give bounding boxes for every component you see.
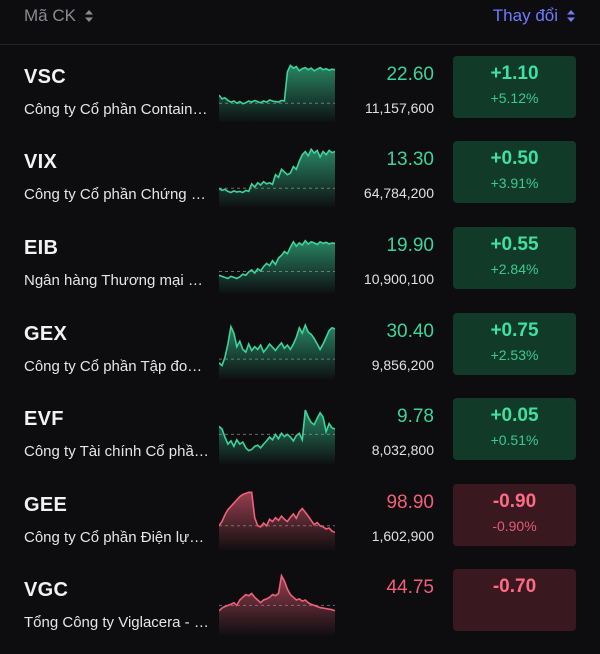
sort-change-button[interactable]: Thay đổi xyxy=(493,6,576,26)
stock-row[interactable]: GEE Công ty Cổ phần Điện lực Gelex 98.90… xyxy=(0,484,600,569)
company-name: Công ty Cổ phần Tập đoàn GELEX xyxy=(24,358,210,375)
sort-icon xyxy=(84,10,93,22)
last-price: 19.90 xyxy=(386,235,434,256)
stock-symbol: EIB xyxy=(24,237,59,259)
trade-volume: 9,856,200 xyxy=(371,357,434,373)
stock-row[interactable]: EVF Công ty Tài chính Cổ phần Điện lực 9… xyxy=(0,398,600,483)
sparkline-area xyxy=(219,149,335,207)
stock-row[interactable]: VIX Công ty Cổ phần Chứng khoán VIX 13.3… xyxy=(0,141,600,226)
last-price: 30.40 xyxy=(386,321,434,342)
sparkline-chart xyxy=(219,322,335,379)
sparkline-chart xyxy=(219,147,335,207)
sparkline-line xyxy=(219,147,335,194)
sparkline-line xyxy=(219,409,335,452)
price-change: +0.50 xyxy=(490,148,539,169)
sparkline-area xyxy=(219,492,335,550)
sort-symbol-button[interactable]: Mã CK xyxy=(24,6,94,26)
last-price: 98.90 xyxy=(386,492,434,513)
change-badge[interactable]: +0.75 +2.53% xyxy=(453,313,576,375)
trade-volume: 8,032,800 xyxy=(371,442,434,458)
percent-change: +5.12% xyxy=(490,90,539,106)
sparkline-line xyxy=(219,239,335,280)
stock-symbol: GEX xyxy=(24,323,68,345)
stock-row[interactable]: VGC Tổng Công ty Viglacera - CTCP 44.75 … xyxy=(0,569,600,654)
change-badge[interactable]: +0.50 +3.91% xyxy=(453,141,576,203)
percent-change: +2.84% xyxy=(490,261,539,277)
stock-row[interactable]: EIB Ngân hàng Thương mại Cổ phần Xuất Nh… xyxy=(0,227,600,312)
sparkline-line xyxy=(219,491,335,534)
sparkline-line xyxy=(219,64,335,105)
change-badge[interactable]: +0.55 +2.84% xyxy=(453,227,576,289)
price-change: -0.90 xyxy=(492,491,537,512)
sparkline-line xyxy=(219,322,335,367)
price-change: +0.05 xyxy=(490,405,539,426)
symbol-column-label: Mã CK xyxy=(24,6,76,25)
sort-icon xyxy=(567,10,575,22)
sparkline-chart xyxy=(219,239,335,293)
last-price: 22.60 xyxy=(386,64,434,85)
price-change: -0.70 xyxy=(492,576,537,597)
sparkline-chart xyxy=(219,491,335,550)
change-badge[interactable]: +1.10 +5.12% xyxy=(453,56,576,118)
change-badge[interactable]: -0.90 -0.90% xyxy=(453,484,576,546)
sparkline-chart xyxy=(219,64,335,122)
price-change: +1.10 xyxy=(490,63,539,84)
last-price: 9.78 xyxy=(397,406,434,427)
percent-change: +3.91% xyxy=(490,175,539,191)
company-name: Công ty Cổ phần Điện lực Gelex xyxy=(24,529,210,546)
sparkline-chart xyxy=(219,409,335,464)
percent-change: +0.51% xyxy=(490,432,539,448)
trade-volume: 11,157,600 xyxy=(364,100,434,116)
company-name: Công ty Cổ phần Container Việt Nam xyxy=(24,101,210,118)
stock-symbol: VIX xyxy=(24,151,58,173)
change-badge[interactable]: -0.70 xyxy=(453,569,576,631)
stock-row[interactable]: VSC Công ty Cổ phần Container Việt Nam 2… xyxy=(0,56,600,141)
last-price: 44.75 xyxy=(386,577,434,598)
sparkline-chart xyxy=(219,573,335,635)
stock-symbol: GEE xyxy=(24,494,68,516)
percent-change: +2.53% xyxy=(490,347,539,363)
change-badge[interactable]: +0.05 +0.51% xyxy=(453,398,576,460)
stock-symbol: VSC xyxy=(24,66,67,88)
sparkline-area xyxy=(219,240,335,293)
price-change: +0.55 xyxy=(490,234,539,255)
sparkline-area xyxy=(219,65,335,122)
company-name: Ngân hàng Thương mại Cổ phần Xuất Nhập k… xyxy=(24,272,210,289)
percent-change: -0.90% xyxy=(492,518,537,534)
trade-volume: 1,602,900 xyxy=(371,528,434,544)
stock-symbol: VGC xyxy=(24,579,69,601)
company-name: Công ty Tài chính Cổ phần Điện lực xyxy=(24,443,210,460)
sparkline-area xyxy=(219,325,335,379)
price-change: +0.75 xyxy=(490,320,539,341)
list-header: Mã CK Thay đổi xyxy=(0,0,600,45)
last-price: 13.30 xyxy=(386,149,434,170)
change-column-label: Thay đổi xyxy=(492,6,558,25)
stock-row[interactable]: GEX Công ty Cổ phần Tập đoàn GELEX 30.40… xyxy=(0,313,600,398)
trade-volume: 64,784,200 xyxy=(363,185,434,201)
trade-volume: 10,900,100 xyxy=(363,271,434,287)
company-name: Công ty Cổ phần Chứng khoán VIX xyxy=(24,186,210,203)
stock-symbol: EVF xyxy=(24,408,64,430)
company-name: Tổng Công ty Viglacera - CTCP xyxy=(24,614,210,631)
